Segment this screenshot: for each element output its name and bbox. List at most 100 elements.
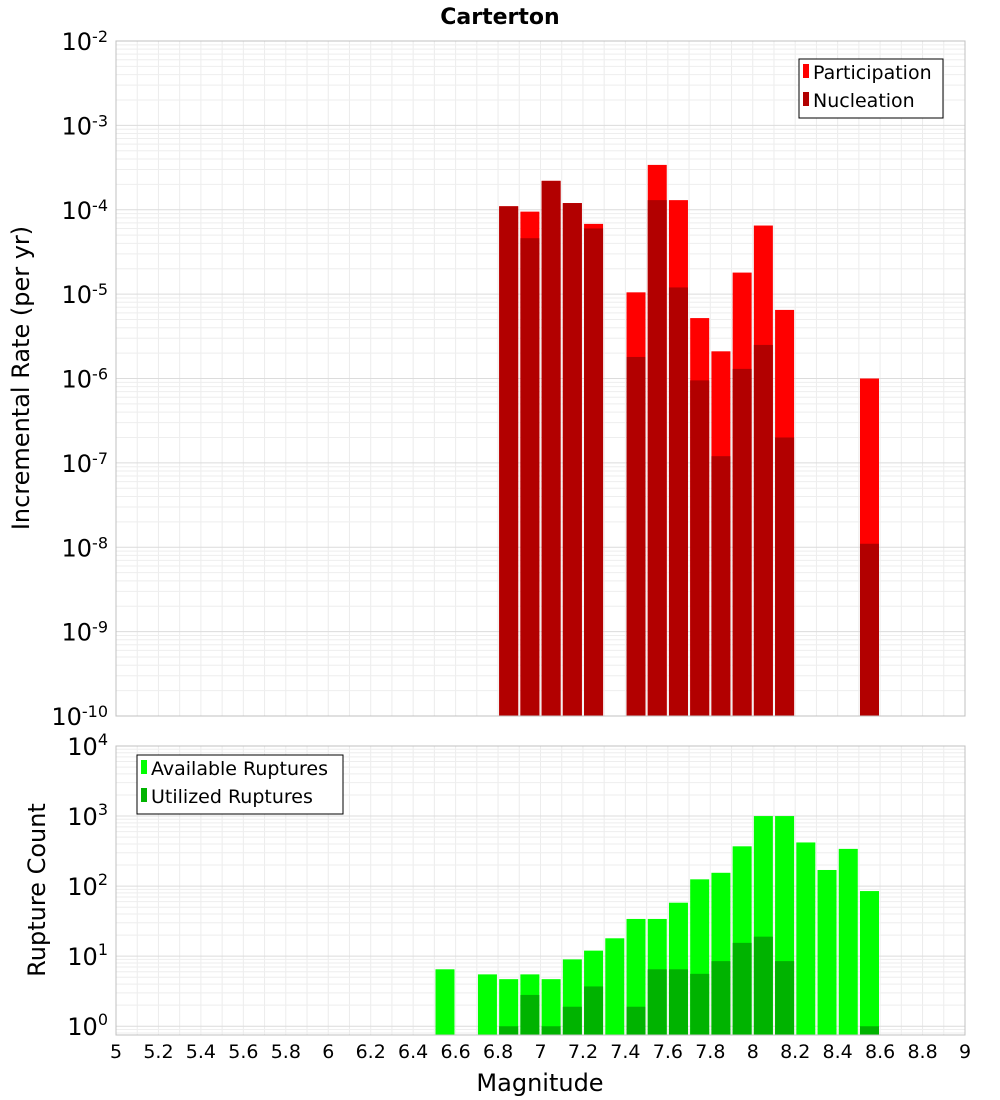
- bottom-y-axis-label: Rupture Count: [23, 803, 51, 977]
- bar-utilized-ruptures: [668, 969, 688, 1035]
- x-tick-label: 7.6: [653, 1041, 683, 1063]
- top-bars: [499, 164, 879, 716]
- top-grid: [115, 41, 966, 717]
- x-tick-label: 6.8: [483, 1041, 513, 1063]
- bar-nucleation: [711, 456, 731, 716]
- y-tick-label: 10-5: [62, 280, 109, 309]
- bar-utilized-ruptures: [499, 1026, 519, 1035]
- bar-utilized-ruptures: [541, 1026, 561, 1035]
- legend-label: Available Ruptures: [151, 758, 328, 780]
- y-tick-label: 10-9: [62, 618, 109, 647]
- x-tick-label: 5.2: [143, 1041, 173, 1063]
- bar-utilized-ruptures: [690, 973, 710, 1035]
- bar-nucleation: [626, 356, 646, 716]
- x-axis-label: Magnitude: [476, 1069, 603, 1097]
- bar-nucleation: [647, 200, 667, 716]
- x-tick-label: 7.2: [568, 1041, 598, 1063]
- legend-label: Utilized Ruptures: [151, 786, 313, 808]
- bar-available-ruptures: [435, 969, 455, 1035]
- y-tick-label: 10-8: [62, 533, 109, 562]
- x-tick-label: 6.4: [398, 1041, 428, 1063]
- y-tick-label: 104: [67, 730, 108, 761]
- bottom-bars: [435, 816, 879, 1035]
- legend-swatch: [141, 788, 147, 802]
- legend-swatch: [803, 64, 809, 78]
- bar-available-ruptures: [605, 938, 625, 1035]
- bar-available-ruptures: [859, 891, 879, 1035]
- y-tick-label: 10-2: [62, 27, 109, 56]
- bar-nucleation: [541, 180, 561, 716]
- legend-label: Nucleation: [813, 90, 915, 112]
- chart-title: Carterton: [440, 5, 559, 30]
- legend-box: [798, 58, 944, 119]
- bar-available-ruptures: [796, 842, 816, 1035]
- x-tick-label: 8: [747, 1041, 759, 1063]
- y-tick-label: 101: [67, 940, 108, 971]
- bottom-panel: 100 101 102 103 104 5 5.2 5.4 5.6 5.8 6 6.2 6.4 6.6 6…: [23, 730, 971, 1097]
- top-y-axis-label: Incremental Rate (per yr): [7, 226, 35, 530]
- x-tick-label: 6: [322, 1041, 334, 1063]
- bar-nucleation: [732, 368, 752, 716]
- bar-nucleation: [859, 543, 879, 716]
- bar-utilized-ruptures: [626, 1006, 646, 1035]
- bottom-y-tick-labels: 100 101 102 103 104: [67, 730, 108, 1041]
- y-tick-label: 10-4: [62, 196, 109, 225]
- x-tick-label: 7: [534, 1041, 546, 1063]
- legend-label: Participation: [813, 62, 932, 84]
- x-tick-label: 7.8: [695, 1041, 725, 1063]
- bar-available-ruptures: [817, 869, 837, 1035]
- top-legend: Participation Nucleation: [798, 58, 944, 119]
- bar-utilized-ruptures: [775, 961, 795, 1035]
- bar-available-ruptures: [838, 848, 858, 1035]
- x-tick-label: 6.6: [440, 1041, 470, 1063]
- top-y-tick-labels: 10-10 10-9 10-8 10-7 10-6 10-5 10-4 10-3 10-2: [51, 27, 108, 731]
- bottom-legend: Available Ruptures Utilized Ruptures: [136, 754, 344, 815]
- x-tick-label: 8.6: [865, 1041, 895, 1063]
- x-tick-label: 9: [959, 1041, 971, 1063]
- x-tick-label: 8.2: [780, 1041, 810, 1063]
- x-tick-label: 5.8: [271, 1041, 301, 1063]
- bar-nucleation: [775, 437, 795, 716]
- legend-swatch: [141, 760, 147, 774]
- bar-utilized-ruptures: [732, 942, 752, 1035]
- x-tick-labels: 5 5.2 5.4 5.6 5.8 6 6.2 6.4 6.6 6.8 7 7.2 7.4 7.6 7.8 8…: [110, 1041, 971, 1063]
- x-tick-label: 8.4: [823, 1041, 853, 1063]
- y-tick-label: 10-7: [62, 449, 109, 478]
- x-tick-label: 5: [110, 1041, 122, 1063]
- top-plot-border: [115, 40, 966, 717]
- x-tick-label: 5.4: [186, 1041, 216, 1063]
- y-tick-label: 103: [67, 800, 108, 831]
- bar-available-ruptures: [541, 979, 561, 1035]
- bar-available-ruptures: [626, 918, 646, 1035]
- bar-utilized-ruptures: [859, 1026, 879, 1035]
- bar-utilized-ruptures: [753, 936, 773, 1035]
- y-tick-label: 102: [67, 870, 108, 901]
- bar-utilized-ruptures: [584, 986, 604, 1035]
- bottom-plot-border: [115, 745, 966, 1036]
- bar-utilized-ruptures: [520, 994, 540, 1035]
- legend-box: [136, 754, 344, 815]
- bar-available-ruptures: [499, 979, 519, 1035]
- x-tick-label: 6.2: [356, 1041, 386, 1063]
- bar-nucleation: [690, 380, 710, 716]
- y-tick-label: 10-6: [62, 365, 109, 394]
- bar-utilized-ruptures: [562, 1006, 582, 1035]
- x-tick-label: 8.8: [907, 1041, 937, 1063]
- y-tick-label: 10-3: [62, 111, 109, 140]
- bar-nucleation: [584, 228, 604, 716]
- bar-nucleation: [499, 206, 519, 716]
- bar-nucleation: [753, 344, 773, 716]
- bar-available-ruptures: [477, 974, 497, 1035]
- bar-nucleation: [520, 238, 540, 716]
- y-tick-label: 100: [67, 1010, 108, 1041]
- legend-swatch: [803, 92, 809, 106]
- x-tick-label: 5.6: [228, 1041, 258, 1063]
- bar-utilized-ruptures: [711, 961, 731, 1035]
- x-tick-label: 7.4: [610, 1041, 640, 1063]
- y-tick-label: 10-10: [51, 702, 108, 731]
- bar-utilized-ruptures: [647, 969, 667, 1035]
- bar-nucleation: [562, 203, 582, 716]
- bar-nucleation: [668, 287, 688, 716]
- top-panel: 10-10 10-9 10-8 10-7 10-6 10-5 10-4 10-3 10-2 In…: [7, 27, 966, 731]
